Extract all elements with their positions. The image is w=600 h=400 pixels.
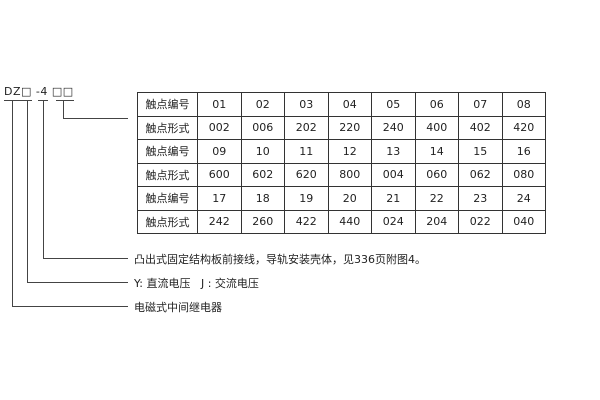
leader-type [12, 100, 13, 307]
table-cell: 204 [414, 209, 459, 234]
leader-contact [63, 100, 64, 119]
row-header: 触点形式 [137, 115, 198, 140]
row-header: 触点编号 [137, 92, 198, 117]
row-header: 触点形式 [137, 209, 198, 234]
table-cell: 19 [284, 186, 329, 211]
table-cell: 23 [458, 186, 503, 211]
table-row: 触点形式 600 602 620 800 004 060 062 080 [137, 162, 546, 187]
model-code: DZ□ -4 □□ [4, 85, 74, 98]
table-cell: 242 [197, 209, 242, 234]
table-cell: 07 [458, 92, 503, 117]
table-cell: 400 [414, 115, 459, 140]
row-header: 触点编号 [137, 186, 198, 211]
table-cell: 220 [327, 115, 372, 140]
table-cell: 422 [284, 209, 329, 234]
table-cell: 202 [284, 115, 329, 140]
leader-type-h [12, 306, 128, 307]
table-cell: 402 [458, 115, 503, 140]
table-cell: 11 [284, 139, 329, 164]
table-row: 触点编号 09 10 11 12 13 14 15 16 [137, 139, 546, 164]
table-cell: 02 [240, 92, 285, 117]
table-cell: 024 [371, 209, 416, 234]
structure-description: 凸出式固定结构板前接线，导轨安装壳体，见336页附图4。 [134, 253, 426, 266]
underline-dz [4, 100, 22, 101]
table-cell: 600 [197, 162, 242, 187]
table-cell: 21 [371, 186, 416, 211]
table-cell: 260 [240, 209, 285, 234]
table-cell: 006 [240, 115, 285, 140]
table-cell: 13 [371, 139, 416, 164]
contact-table: 触点编号 01 02 03 04 05 06 07 08 触点形式 002 006 202 220 240 4… [137, 92, 546, 234]
underline-contact [56, 100, 74, 101]
table-cell: 04 [327, 92, 372, 117]
table-cell: 01 [197, 92, 242, 117]
leader-voltage [27, 100, 28, 283]
table-cell: 004 [371, 162, 416, 187]
table-cell: 20 [327, 186, 372, 211]
leader-structure-h [43, 258, 128, 259]
table-cell: 040 [501, 209, 546, 234]
table-cell: 800 [327, 162, 372, 187]
leader-structure [43, 100, 44, 259]
table-cell: 15 [458, 139, 503, 164]
voltage-description: Y: 直流电压 J : 交流电压 [134, 277, 259, 290]
table-cell: 08 [501, 92, 546, 117]
table-cell: 17 [197, 186, 242, 211]
table-cell: 240 [371, 115, 416, 140]
table-cell: 09 [197, 139, 242, 164]
table-cell: 22 [414, 186, 459, 211]
table-cell: 16 [501, 139, 546, 164]
type-description: 电磁式中间继电器 [134, 301, 222, 314]
table-cell: 10 [240, 139, 285, 164]
leader-contact-h [63, 118, 128, 119]
table-cell: 440 [327, 209, 372, 234]
table-cell: 062 [458, 162, 503, 187]
table-row: 触点编号 01 02 03 04 05 06 07 08 [137, 92, 546, 117]
row-header: 触点编号 [137, 139, 198, 164]
table-cell: 18 [240, 186, 285, 211]
table-cell: 060 [414, 162, 459, 187]
table-cell: 080 [501, 162, 546, 187]
table-cell: 602 [240, 162, 285, 187]
table-row: 触点形式 002 006 202 220 240 400 402 420 [137, 115, 546, 140]
table-cell: 03 [284, 92, 329, 117]
row-header: 触点形式 [137, 162, 198, 187]
table-cell: 24 [501, 186, 546, 211]
table-cell: 420 [501, 115, 546, 140]
table-cell: 12 [327, 139, 372, 164]
table-cell: 620 [284, 162, 329, 187]
table-cell: 05 [371, 92, 416, 117]
table-cell: 06 [414, 92, 459, 117]
table-cell: 022 [458, 209, 503, 234]
table-row: 触点形式 242 260 422 440 024 204 022 040 [137, 209, 546, 234]
table-cell: 002 [197, 115, 242, 140]
table-row: 触点编号 17 18 19 20 21 22 23 24 [137, 186, 546, 211]
leader-voltage-h [27, 282, 128, 283]
table-cell: 14 [414, 139, 459, 164]
